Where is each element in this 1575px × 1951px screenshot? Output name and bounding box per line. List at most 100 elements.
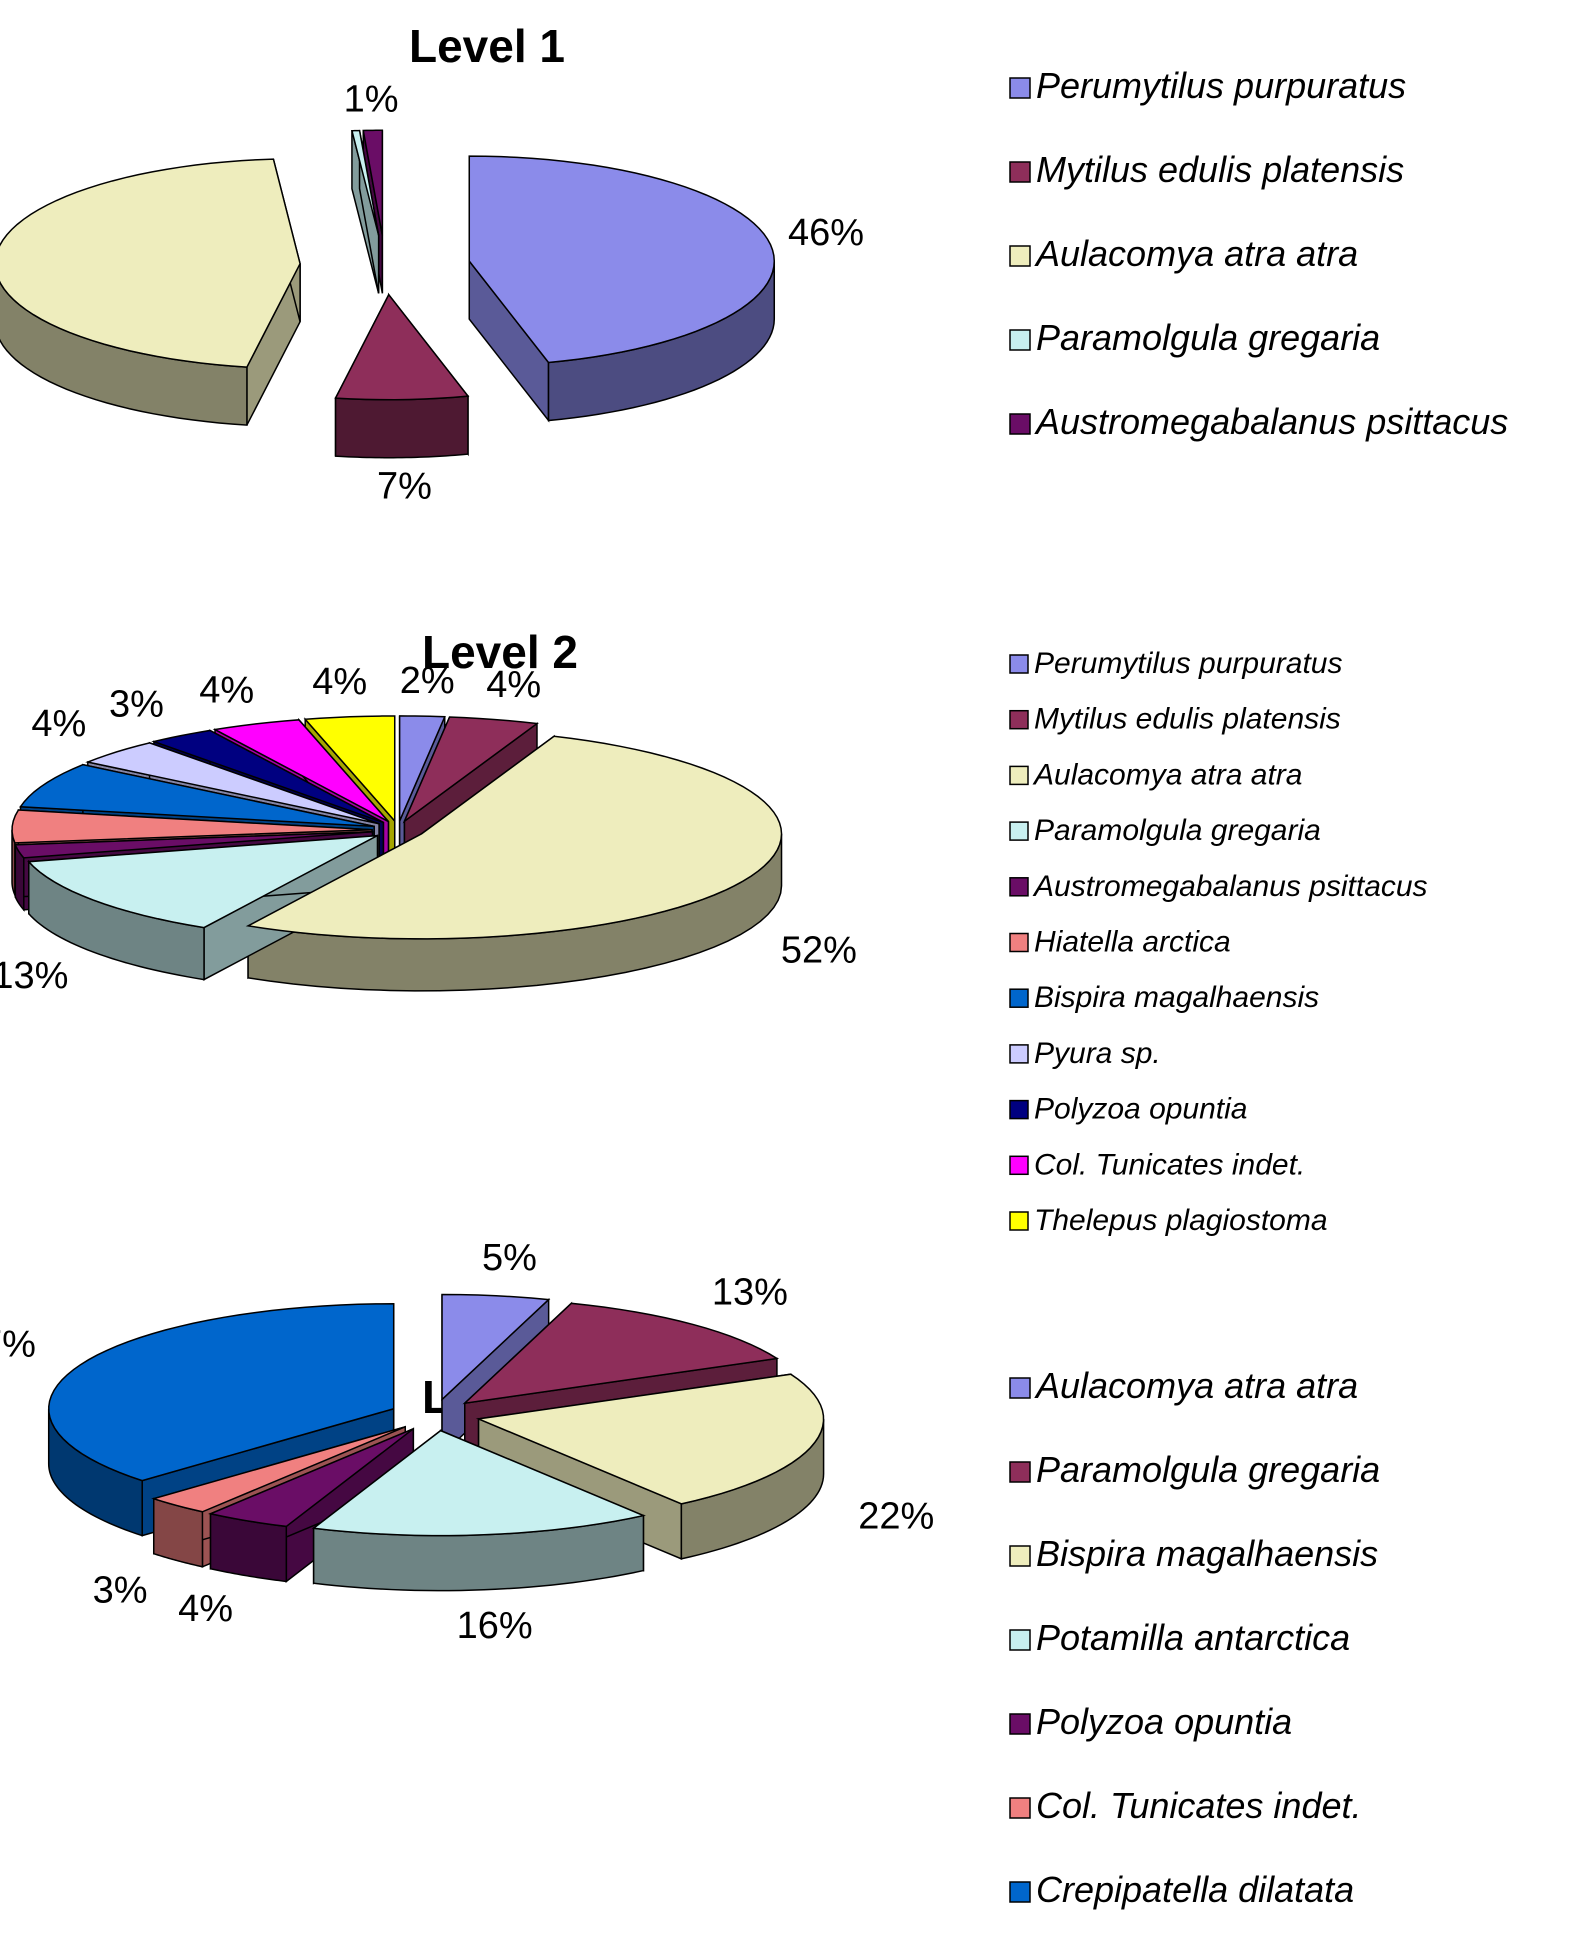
value-label-perumytilus-purpuratus: 46% [788, 212, 864, 254]
legend-item-aulacomya-atra-atra: Aulacomya atra atra [1009, 233, 1358, 274]
slice-potamilla-antarctica [311, 1429, 646, 1537]
legend-label: Potamilla antarctica [1036, 1617, 1350, 1658]
legend-item-aulacomya-atra-atra: Aulacomya atra atra [1009, 1365, 1358, 1406]
legend-item-mytilus-edulis-platensis: Mytilus edulis platensis [1009, 149, 1404, 190]
legend-item-pyura-sp: Pyura sp. [1009, 1037, 1161, 1070]
value-label-paramolgula-gregaria: 13% [0, 955, 68, 997]
legend-swatch [1009, 77, 1031, 99]
pie-labels: 2%4%52%13%2%5%7%4%3%4%4% [0, 660, 857, 997]
legend-item-hiatella-arctica: Hiatella arctica [1009, 926, 1231, 959]
legend-item-austromegabalanus-psittacus: Austromegabalanus psittacus [1009, 401, 1508, 442]
value-label-paramolgula-gregaria: 13% [712, 1272, 788, 1314]
legend-item-aulacomya-atra-atra: Aulacomya atra atra [1009, 758, 1302, 791]
legend: Perumytilus purpuratus Mytilus edulis pla… [1009, 65, 1508, 442]
legend-label: Austromegabalanus psittacus [1032, 870, 1428, 903]
value-label-pyura-sp: 4% [31, 703, 86, 745]
slice-perumytilus-purpuratus [398, 715, 446, 822]
legend-label: Aulacomya atra atra [1032, 758, 1302, 791]
legend-item-perumytilus-purpuratus: Perumytilus purpuratus [1009, 65, 1406, 106]
value-label-potamilla-antarctica: 16% [457, 1605, 533, 1647]
pie-tops [48, 1293, 825, 1537]
pie-tops [0, 129, 776, 401]
legend-swatch [1009, 765, 1029, 786]
legend-swatch [1009, 988, 1029, 1008]
legend-item-col-tunicates-indet: Col. Tunicates indet. [1009, 1148, 1305, 1181]
legend-item-crepipatella-dilatata: Crepipatella dilatata [1009, 1869, 1354, 1910]
legend-label: Col. Tunicates indet. [1034, 1148, 1305, 1181]
chart-title: Level 2 [422, 626, 578, 678]
level-3-panel: Level 35%13%22%16%4%3%37%Aulacomya atra … [0, 1237, 1380, 1910]
legend-swatch [1009, 413, 1031, 435]
value-label-polyzoa-opuntia: 4% [178, 1588, 233, 1630]
legend-item-mytilus-edulis-platensis: Mytilus edulis platensis [1009, 703, 1341, 736]
legend-label: Hiatella arctica [1034, 926, 1231, 959]
value-label-austromegabalanus-psittacus: 1% [344, 78, 399, 120]
legend-swatch [1009, 1155, 1029, 1176]
legend-item-bispira-magalhaensis: Bispira magalhaensis [1009, 1533, 1378, 1574]
slice-thelepus-plagiostoma [303, 715, 396, 823]
slice-paramolgula-gregaria [350, 129, 380, 236]
value-label-col-tunicates-indet: 4% [199, 669, 254, 711]
legend-label: Paramolgula gregaria [1036, 1449, 1380, 1490]
legend-item-paramolgula-gregaria: Paramolgula gregaria [1009, 814, 1321, 847]
legend-item-paramolgula-gregaria: Paramolgula gregaria [1009, 317, 1380, 358]
value-label-perumytilus-purpuratus: 2% [400, 660, 455, 702]
legend-label: Crepipatella dilatata [1036, 1869, 1354, 1910]
legend-label: Polyzoa opuntia [1036, 1701, 1292, 1742]
legend-item-bispira-magalhaensis: Bispira magalhaensis [1009, 981, 1319, 1014]
legend: Perumytilus purpuratus Mytilus edulis pla… [1009, 647, 1428, 1237]
value-label-mytilus-edulis-platensis: 7% [377, 466, 432, 508]
legend-label: Polyzoa opuntia [1034, 1093, 1248, 1126]
slice-mytilus-edulis-platensis [334, 293, 470, 401]
legend-label: Col. Tunicates indet. [1036, 1785, 1362, 1826]
slice-aulacomya-atra-atra [245, 735, 783, 940]
value-label-col-tunicates-indet: 3% [93, 1569, 148, 1611]
slice-pyura-sp [85, 742, 380, 825]
level-2-panel: Level 22%4%52%13%2%5%7%4%3%4%4%Perumytil… [0, 626, 1428, 1237]
slice-austromegabalanus-psittacus [362, 129, 384, 236]
legend-item-austromegabalanus-psittacus: Austromegabalanus psittacus [1009, 870, 1428, 903]
slice-mytilus-edulis-platensis [402, 716, 539, 824]
slice-hiatella-arctica [11, 809, 373, 844]
legend: Aulacomya atra atra Paramolgula gregaria B… [1009, 1365, 1380, 1910]
slice-bispira-magalhaensis [19, 763, 375, 828]
legend-swatch [1009, 1211, 1029, 1231]
legend-swatch [1009, 709, 1029, 730]
legend-label: Austromegabalanus psittacus [1034, 401, 1508, 442]
legend-item-perumytilus-purpuratus: Perumytilus purpuratus [1009, 647, 1342, 680]
slice-aulacomya-atra-atra [441, 1293, 551, 1402]
legend-label: Pyura sp. [1034, 1037, 1161, 1070]
legend-label: Mytilus edulis platensis [1036, 149, 1404, 190]
slice-col-tunicates-indet [151, 1426, 406, 1513]
legend-label: Mytilus edulis platensis [1034, 703, 1341, 736]
legend-swatch [1009, 1099, 1029, 1120]
legend-label: Perumytilus purpuratus [1036, 65, 1406, 106]
value-label-bispira-magalhaensis: 22% [858, 1496, 934, 1538]
legend-swatch [1009, 877, 1029, 897]
value-label-aulacomya-atra-atra: 52% [781, 929, 857, 971]
legend-swatch [1009, 1377, 1031, 1399]
slice-paramolgula-gregaria [27, 834, 378, 929]
legend-item-col-tunicates-indet: Col. Tunicates indet. [1009, 1785, 1362, 1826]
legend-swatch [1009, 1044, 1029, 1064]
chart-title: Level 1 [409, 20, 565, 72]
slice-polyzoa-opuntia [151, 729, 384, 824]
value-label-polyzoa-opuntia: 3% [109, 684, 164, 726]
value-label-aulacomya-atra-atra: 5% [482, 1237, 537, 1279]
legend-label: Bispira magalhaensis [1034, 981, 1319, 1014]
legend-item-potamilla-antarctica: Potamilla antarctica [1009, 1617, 1350, 1658]
legend-swatch [1009, 1881, 1031, 1903]
value-label-crepipatella-dilatata: 37% [0, 1324, 36, 1366]
slice-crepipatella-dilatata [48, 1302, 395, 1482]
legend-label: Aulacomya atra atra [1034, 233, 1358, 274]
slice-aulacomya-atra-atra [0, 158, 301, 368]
slice-bispira-magalhaensis [475, 1373, 825, 1505]
legend-swatch [1009, 654, 1029, 674]
legend-swatch [1009, 1797, 1031, 1819]
slice-austromegabalanus-psittacus [14, 830, 373, 859]
legend-swatch [1009, 329, 1031, 351]
legend-item-polyzoa-opuntia: Polyzoa opuntia [1009, 1093, 1248, 1126]
legend-label: Bispira magalhaensis [1036, 1533, 1378, 1574]
slice-paramolgula-gregaria [462, 1302, 780, 1405]
